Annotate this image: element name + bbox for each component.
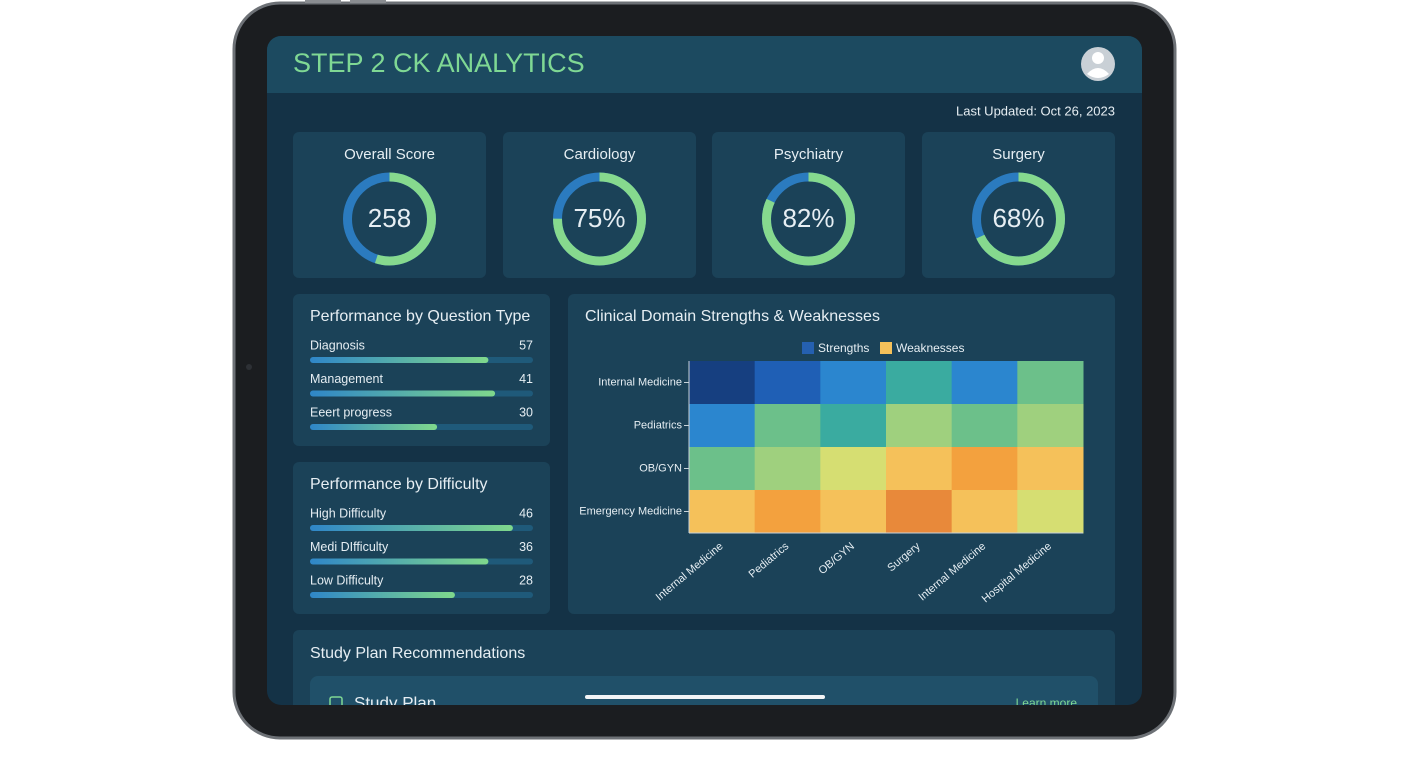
header-bar <box>267 36 1142 93</box>
button <box>305 0 341 3</box>
heatmap-cell <box>689 361 756 405</box>
bar-label: Medi DIfficulty <box>310 540 389 554</box>
score-value: 68% <box>992 203 1044 233</box>
panel-title: Performance by Difficulty <box>310 476 488 493</box>
heatmap-cell <box>886 490 953 534</box>
panel <box>293 462 550 614</box>
bar-value: 36 <box>519 540 533 554</box>
heatmap-cell <box>754 404 821 448</box>
bar-label: Eeert progress <box>310 405 392 419</box>
camera <box>246 364 252 370</box>
last-updated: Last Updated: Oct 26, 2023 <box>956 103 1115 118</box>
panel-title: Performance by Question Type <box>310 308 530 325</box>
card-title: Cardiology <box>564 146 636 163</box>
score-value: 258 <box>368 203 411 233</box>
study-plan-card[interactable] <box>310 676 1098 736</box>
bar-fill <box>310 558 489 565</box>
heatmap-cell <box>951 490 1018 534</box>
card-title: Overall Score <box>344 146 435 163</box>
button <box>350 0 386 3</box>
ring-arc <box>762 172 855 266</box>
heatmap-cell <box>820 361 887 405</box>
heatmap-cell <box>951 447 1018 491</box>
screen-content: STEP 2 CK ANALYTICS Last Updated: Oct 26… <box>267 36 1142 736</box>
bar-value: 57 <box>519 338 533 352</box>
heatmap-cell <box>886 447 953 491</box>
heatmap-cell <box>951 361 1018 405</box>
row-label: Pediatrics <box>634 419 683 431</box>
row-label: Internal Medicine <box>598 376 682 388</box>
bar-label: Management <box>310 372 383 386</box>
heatmap-cell <box>820 404 887 448</box>
row-label: Emergency Medicine <box>579 505 682 517</box>
bar-label: High Difficulty <box>310 506 387 520</box>
score-card <box>293 132 486 278</box>
heatmap-cell <box>754 447 821 491</box>
legend-label: Weaknesses <box>896 341 964 355</box>
heatmap-cell <box>820 490 887 534</box>
score-card <box>503 132 696 278</box>
avatar[interactable] <box>1081 47 1115 81</box>
heatmap-cell <box>689 447 756 491</box>
heatmap-cell <box>951 404 1018 448</box>
ring-arc <box>972 172 1065 266</box>
row-label: OB/GYN <box>639 462 682 474</box>
bar-value: 46 <box>519 506 533 520</box>
heatmap-cell <box>820 447 887 491</box>
legend-swatch <box>802 342 814 354</box>
score-card <box>922 132 1115 278</box>
bar-label: Low Difficulty <box>310 573 384 587</box>
heatmap-cell <box>886 404 953 448</box>
panel <box>293 294 550 446</box>
bar-value: 28 <box>519 573 533 587</box>
bar-fill <box>310 592 455 598</box>
heatmap-cell <box>689 404 756 448</box>
heatmap-cell <box>886 361 953 405</box>
home-indicator <box>585 695 825 699</box>
card-title: Surgery <box>992 146 1045 163</box>
card-title: Study Plan <box>354 693 436 712</box>
heatmap-cell <box>754 490 821 534</box>
score-value: 82% <box>782 203 834 233</box>
heatmap-cell <box>1017 447 1084 491</box>
card-title: Psychiatry <box>774 146 844 163</box>
bar-fill <box>310 357 489 363</box>
panel-title: Study Plan Recommendations <box>310 645 525 662</box>
legend-label: Strengths <box>818 341 869 355</box>
app-title: STEP 2 CK ANALYTICS <box>293 48 585 78</box>
heatmap-cell <box>689 490 756 534</box>
heatmap-cell <box>1017 361 1084 405</box>
bar-value: 41 <box>519 372 533 386</box>
score-value: 75% <box>573 203 625 233</box>
bar-value: 30 <box>519 405 533 419</box>
bar-fill <box>310 390 496 397</box>
heatmap-cell <box>1017 404 1084 448</box>
bar-fill <box>310 525 513 531</box>
legend-swatch <box>880 342 892 354</box>
ring-arc <box>343 172 436 266</box>
score-card <box>712 132 905 278</box>
heatmap-cell <box>754 361 821 405</box>
ring-arc <box>553 172 646 266</box>
clipboard-icon <box>329 696 343 705</box>
bar-label: Diagnosis <box>310 338 365 352</box>
heatmap-cell <box>1017 490 1084 534</box>
panel-title: Clinical Domain Strengths & Weaknesses <box>585 308 880 325</box>
learn-more-link[interactable]: Learn more <box>1016 696 1078 710</box>
bar-fill <box>310 424 438 430</box>
